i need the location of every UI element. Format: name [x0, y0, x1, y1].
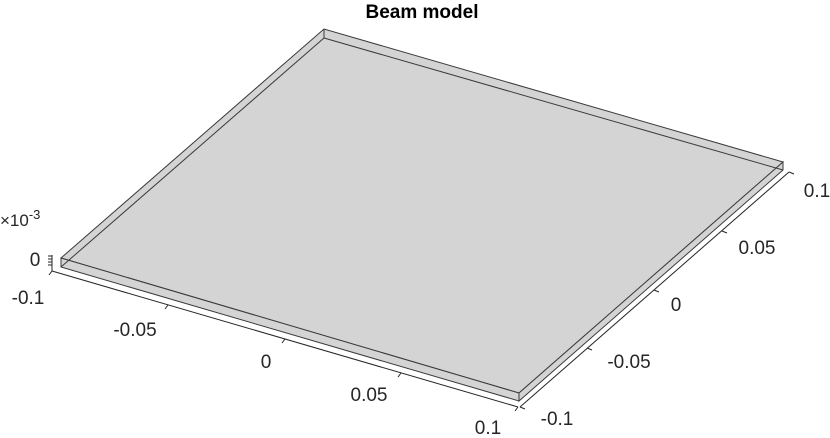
y-tick-mark: [721, 230, 728, 234]
x-axis: -0.1 -0.05 0 0.05 0.1: [12, 270, 519, 438]
z-axis: 0 ×10-3: [0, 207, 53, 271]
y-tick-mark: [586, 347, 593, 351]
plate-top-face: [59, 28, 785, 394]
y-tick-label: 0.05: [739, 238, 776, 259]
z-tick-label: 0: [30, 250, 41, 271]
y-tick-label: -0.05: [607, 352, 650, 373]
plate-back-edge-right: [323, 37, 784, 171]
x-tick-label: -0.05: [113, 320, 156, 341]
x-tick-label: 0.05: [351, 385, 388, 406]
beam-plate: [59, 28, 785, 403]
x-tick-mark: [514, 406, 519, 412]
y-tick-label: 0: [671, 295, 682, 316]
x-tick-label: 0: [261, 352, 272, 373]
y-tick-label: 0.1: [804, 181, 830, 202]
y-tick-mark: [653, 289, 660, 293]
y-tick-label: -0.1: [541, 409, 574, 430]
x-tick-label: 0.1: [475, 418, 501, 438]
figure-title: Beam model: [366, 2, 479, 23]
y-tick-mark: [519, 406, 526, 410]
z-exponent-power: -3: [29, 207, 41, 222]
y-axis-line: [519, 171, 790, 408]
y-axis: -0.1 -0.05 0 0.05 0.1: [519, 171, 830, 430]
x-tick-label: -0.1: [12, 288, 45, 309]
plate-back-edge-left: [60, 37, 325, 268]
x-tick-mark: [397, 372, 402, 378]
x-tick-mark: [48, 270, 53, 276]
x-tick-mark: [281, 338, 286, 344]
z-exponent-base: ×10: [0, 211, 29, 230]
x-tick-mark: [164, 304, 169, 310]
y-tick-mark: [788, 171, 795, 175]
z-axis-exponent: ×10-3: [0, 207, 40, 230]
